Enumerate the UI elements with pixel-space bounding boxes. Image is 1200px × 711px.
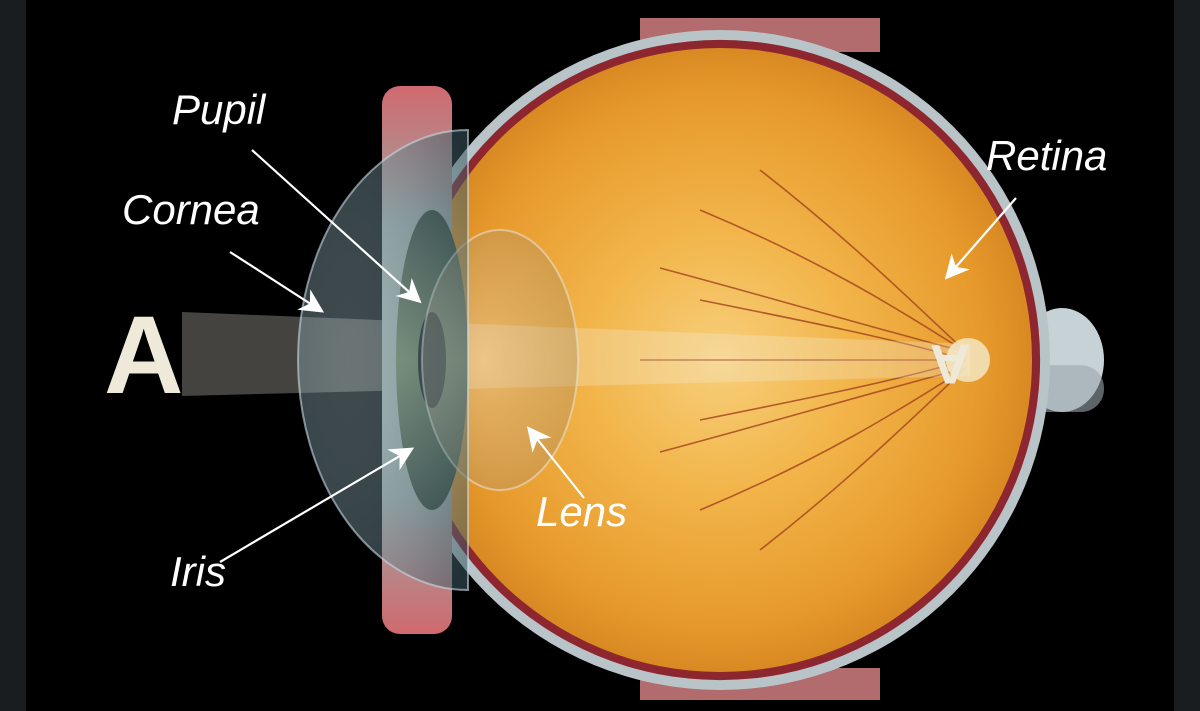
incoming-letter-A: A xyxy=(104,292,183,419)
retina-letter-A: A xyxy=(930,333,970,396)
label-lens: Lens xyxy=(536,488,627,536)
svg-text:A: A xyxy=(930,333,970,396)
label-iris: Iris xyxy=(170,548,226,596)
label-cornea: Cornea xyxy=(122,186,260,234)
label-pupil: Pupil xyxy=(172,86,265,134)
eye-diagram: A Pupil Cornea Iris Lens Retina A xyxy=(0,0,1200,711)
label-retina: Retina xyxy=(986,132,1107,180)
